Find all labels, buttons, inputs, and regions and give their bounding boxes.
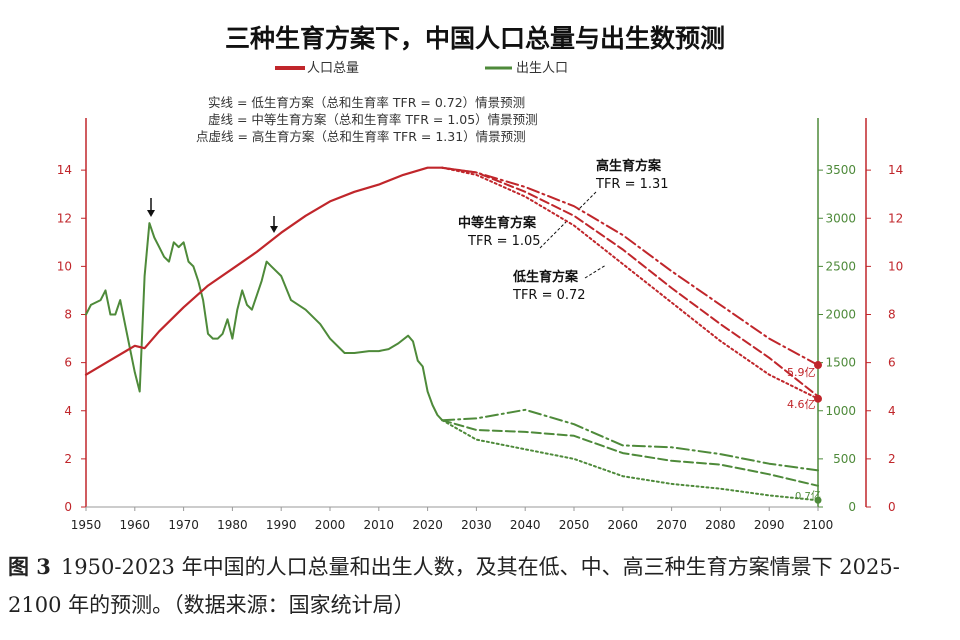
legend: 人口总量 出生人口 <box>275 61 568 76</box>
right-b-tick-label: 14 <box>888 163 903 177</box>
right-b-tick-label: 6 <box>888 356 896 370</box>
left-tick-label: 14 <box>57 163 72 177</box>
births-projection-line <box>441 419 819 487</box>
annotation-low-title: 低生育方案 <box>512 269 579 285</box>
x-tick-label: 2020 <box>412 518 443 532</box>
right-b-tick-label: 2 <box>888 452 896 466</box>
figure-label: 图 3 <box>8 554 51 579</box>
right-tick-label: 500 <box>833 452 856 466</box>
legend-births-label: 出生人口 <box>516 61 568 76</box>
population-projection-line <box>441 166 819 400</box>
end-labels: 5.9亿 4.6亿 0.7亿 <box>787 366 821 502</box>
end-label-births: 0.7亿 <box>795 489 821 502</box>
births-projection-line <box>441 419 819 502</box>
right-b-tick-label: 8 <box>888 308 896 322</box>
x-tick-label: 2000 <box>315 518 346 532</box>
x-tick-label: 2090 <box>754 518 785 532</box>
x-tick-label: 1970 <box>168 518 199 532</box>
end-marker-high-pop <box>814 361 822 370</box>
x-tick-label: 2050 <box>559 518 590 532</box>
end-marker-low-pop <box>814 394 822 403</box>
x-tick-label: 1980 <box>217 518 248 532</box>
end-label-high-pop: 5.9亿 <box>787 366 816 379</box>
right-b-tick-label: 10 <box>888 259 903 273</box>
x-tick-label: 2070 <box>656 518 687 532</box>
left-tick-label: 8 <box>64 308 72 322</box>
annotation-high-title: 高生育方案 <box>596 158 662 174</box>
x-tick-label: 1960 <box>120 518 151 532</box>
end-label-low-pop: 4.6亿 <box>787 398 816 411</box>
scenario-note-mid: 虚线 = 中等生育方案（总和生育率 TFR = 1.05）情景预测 <box>208 112 538 127</box>
right-b-tick-label: 12 <box>888 211 903 225</box>
left-tick-label: 10 <box>57 259 72 273</box>
right-tick-label: 2000 <box>825 308 856 322</box>
right-b-tick-label: 4 <box>888 404 896 418</box>
right-tick-label: 1000 <box>825 404 856 418</box>
population-history-line <box>84 166 444 376</box>
x-tick-label: 2040 <box>510 518 541 532</box>
chart-title: 三种生育方案下，中国人口总量与出生数预测 <box>225 24 725 53</box>
legend-population-label: 人口总量 <box>307 61 359 76</box>
annotation-high-tfr: TFR = 1.31 <box>595 177 669 192</box>
peak-marker-1-head <box>147 210 155 217</box>
x-tick-label: 2010 <box>364 518 395 532</box>
x-tick-label: 2080 <box>705 518 736 532</box>
right-tick-label: 2500 <box>825 259 856 273</box>
right-tick-label: 0 <box>848 500 856 514</box>
left-tick-label: 12 <box>57 211 72 225</box>
annotation-mid-title: 中等生育方案 <box>458 215 537 231</box>
right-tick-label: 1500 <box>825 356 856 370</box>
population-chart: 三种生育方案下，中国人口总量与出生数预测 人口总量 出生人口 实线 = 低生育方… <box>57 24 904 532</box>
x-tick-label: 2060 <box>608 518 639 532</box>
x-tick-label: 2030 <box>461 518 492 532</box>
plot-area: 0 2 4 6 8 10 12 14 0 500 1000 1500 2000 2500 3000 3500 0… <box>57 118 903 532</box>
scenario-note-high: 点虚线 = 高生育方案（总和生育率 TFR = 1.31）情景预测 <box>196 129 526 144</box>
scenario-note-low: 实线 = 低生育方案（总和生育率 TFR = 0.72）情景预测 <box>208 95 525 110</box>
right-b-tick-label: 0 <box>888 500 896 514</box>
scenario-notes: 实线 = 低生育方案（总和生育率 TFR = 0.72）情景预测 虚线 = 中等… <box>196 95 538 144</box>
peak-marker-2-head <box>270 226 278 233</box>
left-tick-label: 0 <box>64 500 72 514</box>
births-history-line <box>85 222 444 422</box>
right-tick-label: 3000 <box>825 211 856 225</box>
x-tick-label: 1950 <box>71 518 102 532</box>
end-marker-births <box>814 496 822 504</box>
left-tick-label: 6 <box>64 356 72 370</box>
x-tick-label: 2100 <box>803 518 834 532</box>
annotation-low-pointer <box>584 264 607 279</box>
right-tick-label: 3500 <box>825 163 856 177</box>
annotation-mid-pointer <box>539 221 567 249</box>
annotation-mid-tfr: TFR = 1.05 <box>467 234 541 249</box>
annotation-high-pointer <box>577 191 597 211</box>
figure-caption: 图 3 1950-2023 年中国的人口总量和出生人数，及其在低、中、高三种生育方… <box>8 548 952 624</box>
births-projection-line <box>441 408 819 472</box>
population-projection-line <box>441 166 819 366</box>
x-tick-label: 1990 <box>266 518 297 532</box>
population-projection-line <box>441 166 819 398</box>
caption-text: 1950-2023 年中国的人口总量和出生人数，及其在低、中、高三种生育方案情景… <box>8 555 900 617</box>
left-tick-label: 4 <box>64 404 72 418</box>
scenario-annotations: 高生育方案 TFR = 1.31 中等生育方案 TFR = 1.05 低生育方案… <box>147 158 669 303</box>
left-tick-label: 2 <box>64 452 72 466</box>
annotation-low-tfr: TFR = 0.72 <box>512 288 586 303</box>
